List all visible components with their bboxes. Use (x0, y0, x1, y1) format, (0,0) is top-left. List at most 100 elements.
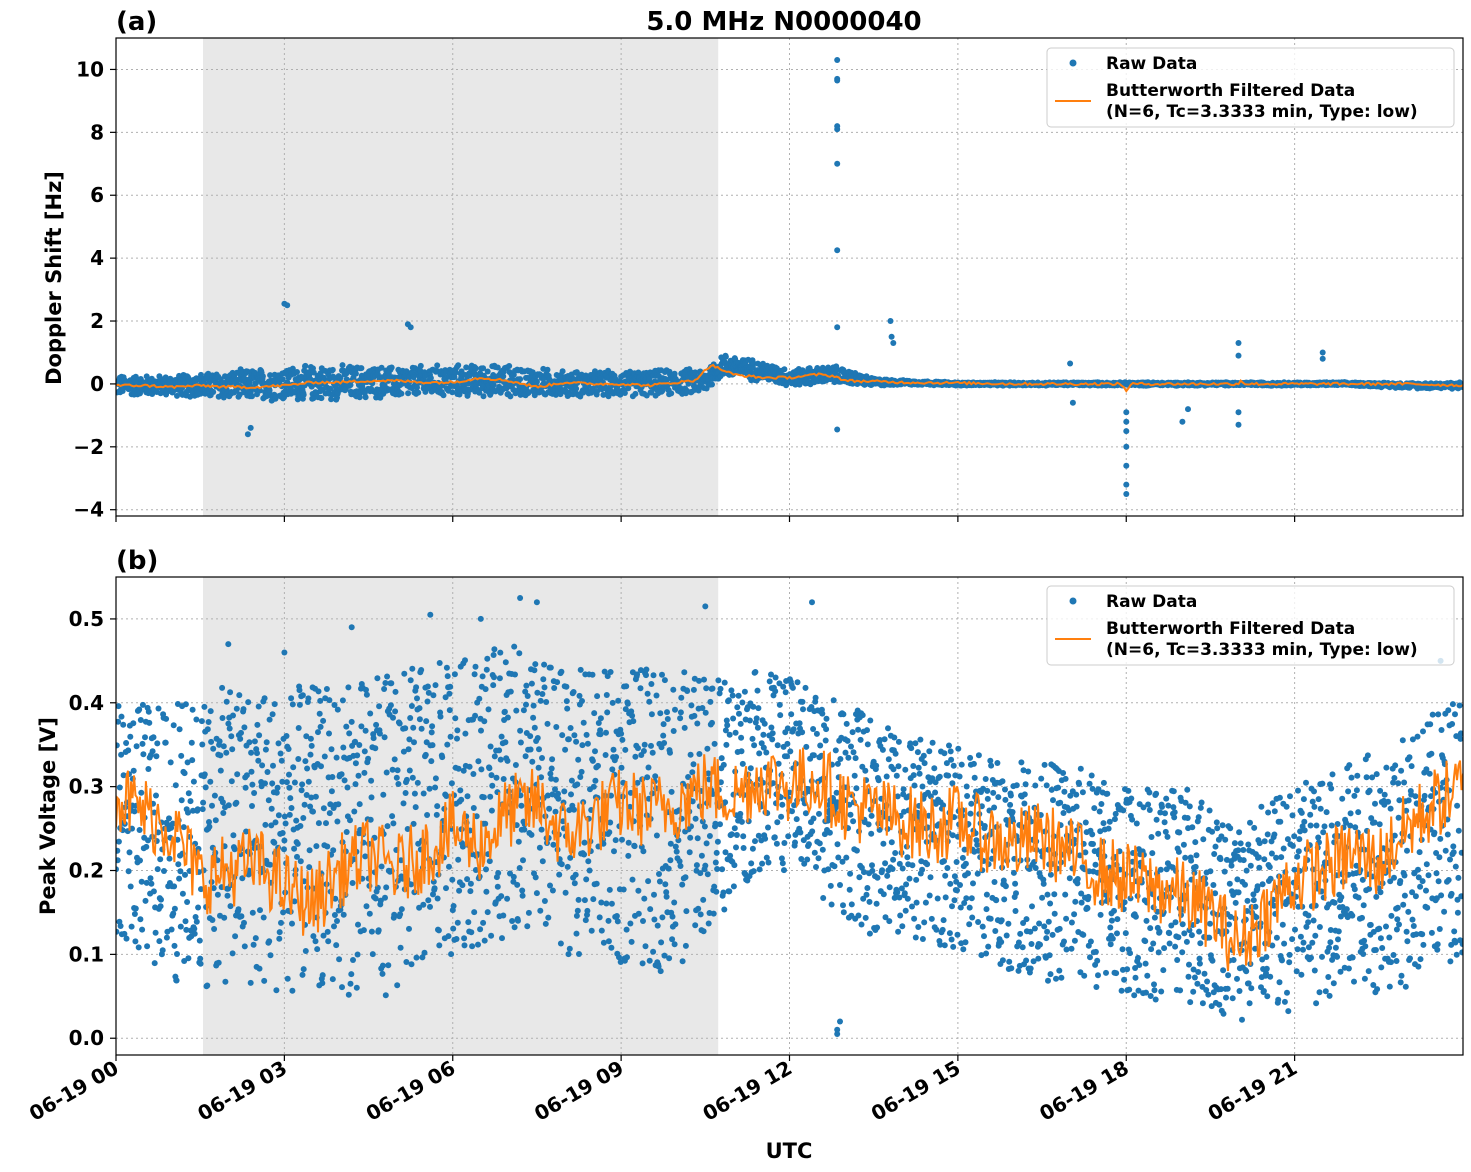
raw-data-point (648, 711, 655, 718)
raw-data-point (449, 876, 456, 883)
raw-data-point (310, 933, 317, 940)
raw-data-point (241, 919, 247, 926)
raw-data-point (732, 729, 739, 736)
raw-data-point (411, 739, 417, 746)
raw-data-point (672, 843, 679, 850)
raw-data-point (199, 806, 206, 813)
raw-data-point (176, 875, 183, 882)
raw-data-outlier (1069, 399, 1076, 406)
raw-data-point (797, 829, 804, 836)
raw-data-point (794, 679, 801, 686)
raw-data-point (789, 808, 795, 815)
raw-data-point (282, 820, 289, 827)
raw-data-point (721, 906, 728, 913)
raw-data-point (256, 965, 263, 972)
raw-data-point (184, 759, 191, 766)
raw-data-point (255, 703, 262, 710)
raw-data-point (249, 393, 255, 400)
raw-data-point (684, 688, 691, 694)
raw-data-point (574, 781, 581, 788)
raw-data-point (444, 673, 451, 680)
raw-data-point (637, 685, 644, 692)
raw-data-point (339, 984, 345, 991)
raw-data-point (682, 874, 689, 881)
raw-data-point (461, 935, 468, 942)
raw-data-point (624, 700, 631, 707)
raw-data-point (426, 785, 433, 792)
raw-data-point (571, 880, 578, 887)
raw-data-outlier (834, 57, 841, 63)
raw-data-point (597, 715, 604, 722)
raw-data-point (401, 670, 408, 677)
raw-data-point (137, 717, 144, 723)
raw-data-point (512, 762, 519, 768)
raw-data-point (729, 692, 736, 699)
raw-data-point (693, 862, 700, 869)
raw-data-point (477, 926, 484, 933)
raw-data-point (184, 899, 191, 905)
raw-data-point (430, 891, 436, 898)
raw-data-point (683, 908, 690, 915)
raw-data-point (191, 925, 198, 932)
raw-data-point (624, 954, 630, 961)
raw-data-point (629, 712, 636, 719)
raw-data-point (434, 895, 441, 902)
raw-data-point (454, 735, 460, 742)
raw-data-point (429, 723, 436, 730)
raw-data-point (553, 724, 560, 730)
raw-data-point (692, 815, 699, 822)
raw-data-point (246, 739, 253, 746)
raw-data-point (715, 677, 722, 684)
raw-data-point (250, 941, 257, 948)
raw-data-point (722, 353, 729, 360)
raw-data-point (784, 740, 791, 747)
raw-data-point (116, 928, 120, 935)
raw-data-point (542, 920, 549, 927)
raw-data-point (397, 944, 404, 951)
raw-data-point (303, 733, 310, 740)
raw-data-point (305, 695, 312, 702)
raw-data-point (522, 753, 529, 760)
raw-data-point (749, 735, 756, 742)
raw-data-point (711, 740, 718, 747)
raw-data-point (686, 849, 693, 856)
raw-data-point (340, 744, 347, 751)
raw-data-point (162, 739, 169, 746)
raw-data-point (307, 751, 314, 758)
raw-data-point (769, 736, 776, 743)
raw-data-point (208, 738, 215, 745)
raw-data-point (605, 393, 612, 400)
raw-data-point (489, 782, 496, 789)
raw-data-point (283, 733, 290, 739)
raw-data-point (659, 671, 665, 678)
raw-data-point (295, 756, 302, 762)
raw-data-point (679, 958, 686, 965)
raw-data-point (193, 716, 200, 723)
raw-data-point (658, 939, 665, 946)
panel-a-legend-filtered-params: (N=6, Tc=3.3333 min, Type: low) (1106, 102, 1418, 122)
raw-data-point (243, 828, 250, 835)
raw-data-point (506, 363, 513, 369)
raw-data-point (571, 806, 577, 813)
raw-data-point (257, 907, 263, 914)
raw-data-point (567, 854, 574, 861)
raw-data-point (225, 720, 232, 727)
raw-data-point (269, 780, 276, 787)
raw-data-point (432, 682, 439, 689)
raw-data-point (398, 857, 404, 864)
raw-data-point (504, 714, 511, 721)
raw-data-point (605, 917, 612, 924)
raw-data-point (551, 685, 558, 691)
raw-data-point (479, 673, 486, 680)
raw-data-outlier (1123, 428, 1130, 435)
raw-data-point (331, 702, 338, 708)
raw-data-point (750, 360, 757, 367)
raw-data-point (714, 838, 721, 845)
raw-data-point (820, 895, 827, 901)
raw-data-point (747, 765, 754, 772)
raw-data-point (735, 692, 742, 699)
raw-data-point (556, 871, 563, 878)
raw-data-point (562, 889, 569, 896)
raw-data-point (398, 906, 405, 913)
